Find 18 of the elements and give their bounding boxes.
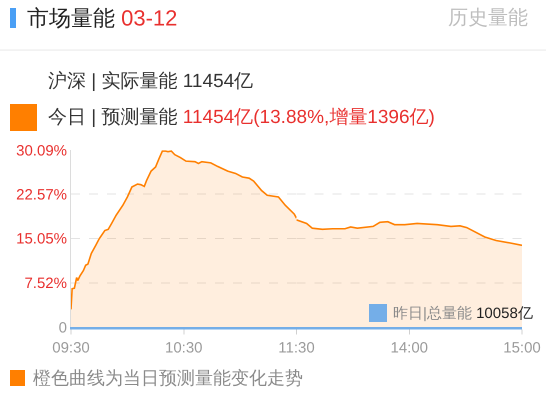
chart-subtitle: 03-12 [121, 6, 178, 31]
text: 橙色曲线为当日预测量能变化走势 [33, 368, 303, 388]
x-tick-label: 11:30 [278, 339, 315, 356]
y-tick-label: 22.57% [16, 186, 67, 204]
y-tick-label: 7.52% [24, 275, 67, 292]
y-tick-label: 15.05% [16, 230, 67, 248]
x-tick-label: 10:30 [164, 339, 203, 356]
text: 历史量能 [448, 7, 528, 29]
y-tick-label: 0 [58, 319, 67, 336]
annotation: 昨日|总量能 10058亿 [393, 305, 533, 322]
x-tick-label: 14:00 [390, 339, 428, 356]
text: 11454亿(13.88%,增量1396亿) [182, 107, 435, 128]
y-tick-label: 30.09% [16, 142, 67, 160]
x-tick-label: 09:30 [52, 339, 90, 356]
x-tick-label: 15:00 [503, 339, 541, 356]
text: 沪深 | 实际量能 11454亿 [48, 70, 254, 92]
text: 今日 | 预测量能 [48, 107, 178, 128]
chart-title: 市场量能 [27, 6, 115, 31]
